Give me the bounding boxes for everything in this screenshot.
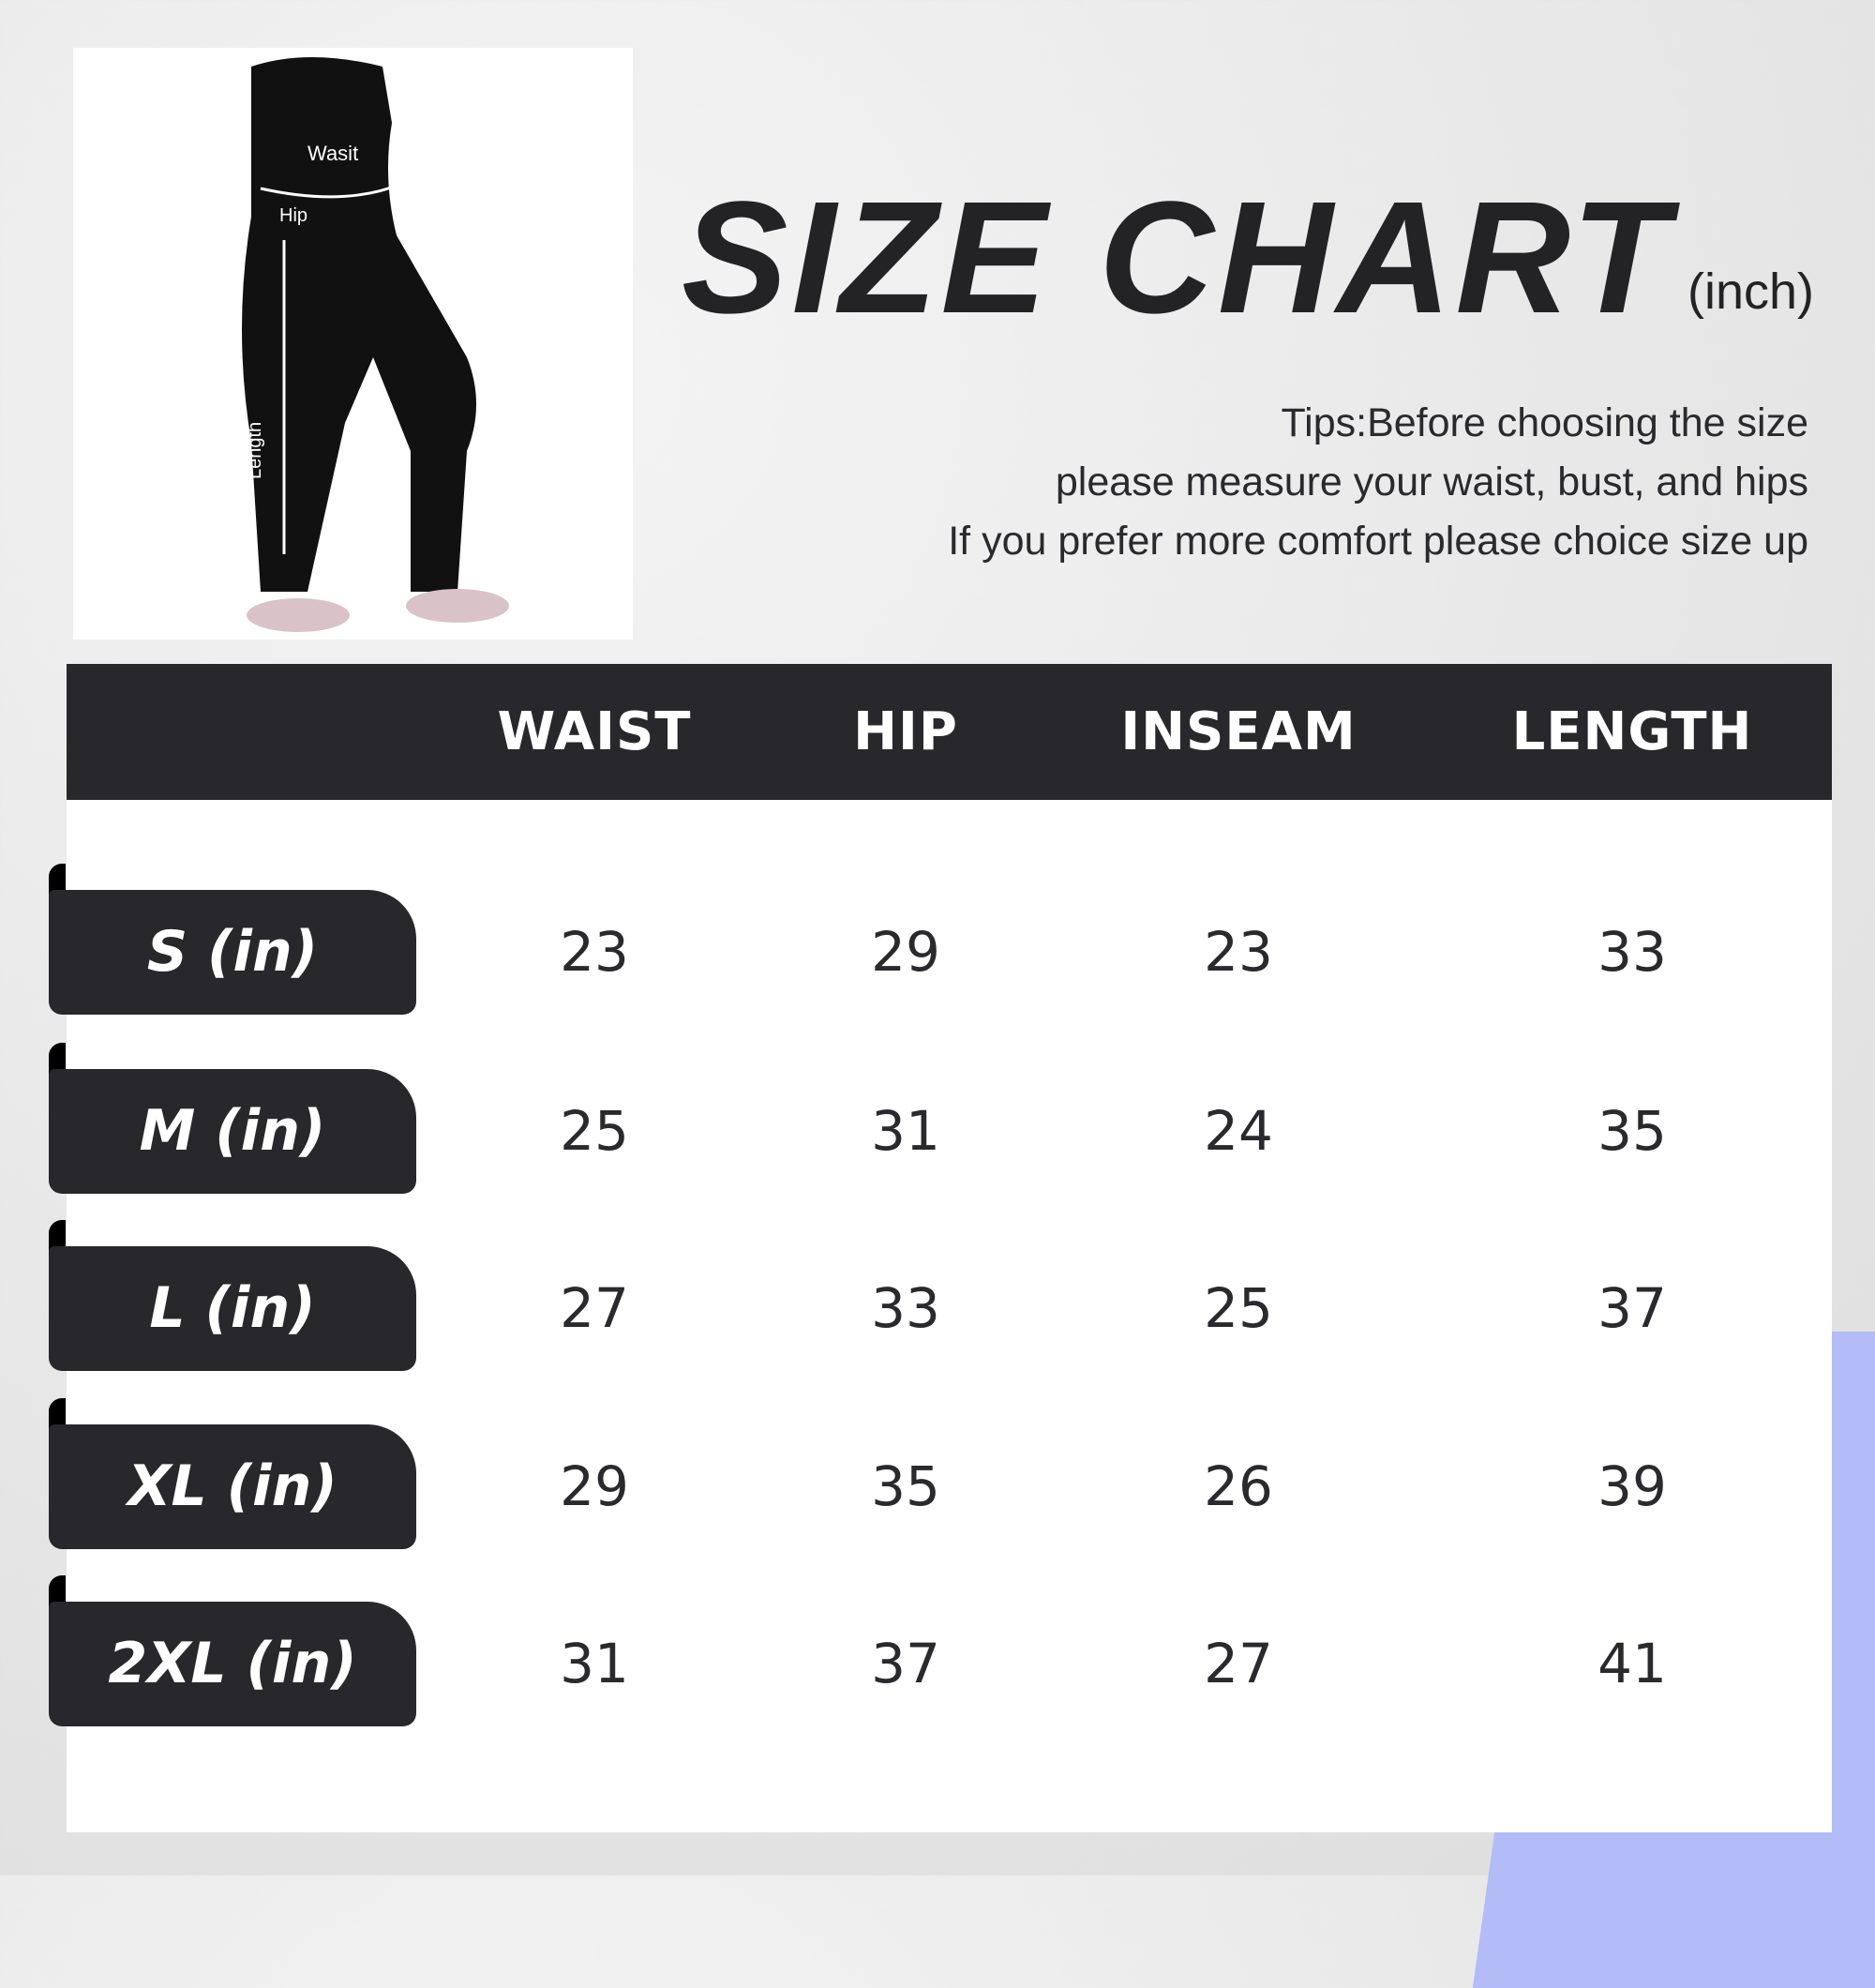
table-cell: 41 — [1598, 1632, 1667, 1695]
table-cell: 25 — [1204, 1276, 1273, 1340]
hip-label: Hip — [279, 205, 308, 226]
table-cell: 37 — [1598, 1276, 1667, 1340]
table-row: XL (in) 29 35 26 39 — [49, 1398, 1832, 1549]
table-cell: 25 — [560, 1099, 629, 1163]
table-cell: 29 — [871, 920, 940, 984]
tip-line: Tips:Before choosing the size — [1281, 400, 1809, 445]
tip-line: please measure your waist, bust, and hip… — [1055, 459, 1808, 505]
table-cell: 33 — [871, 1276, 940, 1340]
table-row: L (in) 27 33 25 37 — [49, 1220, 1832, 1371]
length-label: Length — [245, 422, 265, 479]
model-photo: Wasit Hip Length — [73, 48, 633, 640]
table-header: WAIST HIP INSEAM LENGTH — [67, 664, 1832, 800]
column-header: HIP — [853, 701, 958, 762]
table-cell: 27 — [1204, 1632, 1273, 1695]
table-cell: 31 — [871, 1099, 940, 1163]
table-cell: 23 — [560, 920, 629, 984]
table-row: M (in) 25 31 24 35 — [49, 1043, 1832, 1194]
label-tab — [49, 1220, 66, 1252]
column-header: WAIST — [497, 701, 692, 762]
table-cell: 33 — [1598, 920, 1667, 984]
tip-line: If you prefer more comfort please choice… — [948, 519, 1808, 564]
table-cell: 26 — [1204, 1454, 1273, 1518]
table-row: S (in) 23 29 23 33 — [49, 864, 1832, 1015]
label-tab — [49, 1043, 66, 1075]
size-label: M (in) — [49, 1069, 416, 1194]
table-cell: 39 — [1598, 1454, 1667, 1518]
label-tab — [49, 1575, 66, 1607]
table-cell: 23 — [1204, 920, 1273, 984]
table-cell: 27 — [560, 1276, 629, 1340]
size-label: 2XL (in) — [49, 1602, 416, 1726]
table-cell: 35 — [871, 1454, 940, 1518]
size-label: XL (in) — [49, 1424, 416, 1549]
label-tab — [49, 864, 66, 896]
table-cell: 31 — [560, 1632, 629, 1695]
page-title: SIZE CHART — [682, 169, 1672, 347]
unit-label: (inch) — [1688, 264, 1815, 320]
size-table: WAIST HIP INSEAM LENGTH S (in) 23 29 23 33 M… — [49, 664, 1832, 1832]
table-cell: 24 — [1204, 1099, 1273, 1163]
size-label: L (in) — [49, 1246, 416, 1371]
column-header: LENGTH — [1511, 701, 1753, 762]
table-cell: 29 — [560, 1454, 629, 1518]
table-cell: 35 — [1598, 1099, 1667, 1163]
label-tab — [49, 1398, 66, 1430]
tips: Tips:Before choosing the size please mea… — [948, 394, 1808, 571]
table-row: 2XL (in) 31 37 27 41 — [49, 1575, 1832, 1726]
column-header: INSEAM — [1120, 701, 1357, 762]
size-label: S (in) — [49, 890, 416, 1015]
table-cell: 37 — [871, 1632, 940, 1695]
waist-label: Wasit — [308, 142, 358, 165]
